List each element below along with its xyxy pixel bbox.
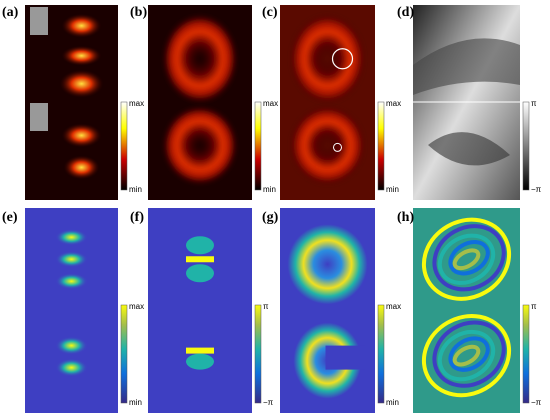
ring: [289, 105, 366, 186]
panel-label: (h): [397, 210, 414, 225]
bar: [186, 256, 214, 263]
colorbar-top-label: max: [386, 302, 401, 311]
spot: [63, 155, 100, 180]
panel-label: (a): [2, 5, 19, 20]
circle: [331, 48, 354, 70]
swirl: [421, 314, 512, 398]
ring: [162, 105, 238, 186]
spot: [61, 123, 102, 148]
colorbar-bottom-label: min: [386, 185, 399, 194]
colorbar-top-label: π: [531, 302, 537, 311]
colorbar-bottom-label: min: [129, 398, 142, 407]
inset: [30, 7, 48, 35]
swirl: [452, 344, 481, 367]
spot: [55, 358, 88, 377]
colorbar: [522, 101, 530, 191]
colorbar: [120, 304, 128, 404]
colorbar-bottom-label: −π: [531, 185, 542, 194]
panel-label: (d): [397, 5, 414, 20]
panel: [280, 208, 375, 413]
swirl: [448, 240, 490, 276]
panel-label: (b): [130, 5, 147, 20]
swirl: [448, 336, 490, 372]
colorbar: [522, 304, 530, 404]
spot: [55, 336, 88, 355]
swirl: [452, 248, 481, 271]
panel: [25, 208, 118, 413]
gap: [325, 345, 366, 370]
spot: [61, 45, 102, 66]
colorbar-bottom-label: −π: [263, 398, 274, 407]
colorbar-top-label: max: [386, 99, 401, 108]
colorbar: [120, 101, 128, 191]
lobe: [186, 236, 214, 255]
colorbar-top-label: π: [531, 99, 537, 108]
circle: [333, 142, 342, 152]
colorbar-top-label: max: [129, 99, 144, 108]
colorbar: [377, 101, 385, 191]
lobe: [186, 264, 214, 283]
ring: [289, 13, 366, 104]
spot: [61, 13, 102, 38]
spot: [59, 69, 104, 98]
ring: [162, 13, 238, 104]
swirl: [432, 320, 506, 388]
swirl: [421, 217, 512, 301]
panel: [148, 5, 252, 200]
colorbar: [377, 304, 385, 404]
phase-feature: [413, 38, 520, 95]
inset: [30, 103, 48, 131]
panel-label: (c): [262, 5, 278, 20]
swirl: [437, 233, 496, 285]
swirl: [437, 329, 496, 382]
colorbar-top-label: π: [263, 302, 269, 311]
panel: [25, 5, 118, 200]
spot: [55, 229, 88, 246]
colorbar: [254, 304, 262, 404]
spot: [55, 251, 88, 268]
spot: [55, 273, 88, 290]
colorbar-bottom-label: min: [263, 185, 276, 194]
colorbar-bottom-label: min: [129, 185, 142, 194]
panel: [413, 208, 520, 413]
panel: [413, 5, 520, 200]
phase-feature: [428, 132, 510, 166]
colorbar-bottom-label: −π: [531, 398, 542, 407]
colorbar-top-label: max: [263, 99, 278, 108]
lobe: [186, 353, 214, 370]
swirl: [432, 224, 506, 292]
panel: [148, 208, 252, 413]
panel: [280, 5, 375, 200]
bar: [186, 347, 214, 354]
ring: [287, 224, 368, 305]
colorbar-bottom-label: min: [386, 398, 399, 407]
panel-label: (g): [262, 210, 279, 225]
colorbar: [254, 101, 262, 191]
colorbar-top-label: max: [129, 302, 144, 311]
panel-label: (e): [2, 210, 18, 225]
panel-label: (f): [130, 210, 144, 225]
